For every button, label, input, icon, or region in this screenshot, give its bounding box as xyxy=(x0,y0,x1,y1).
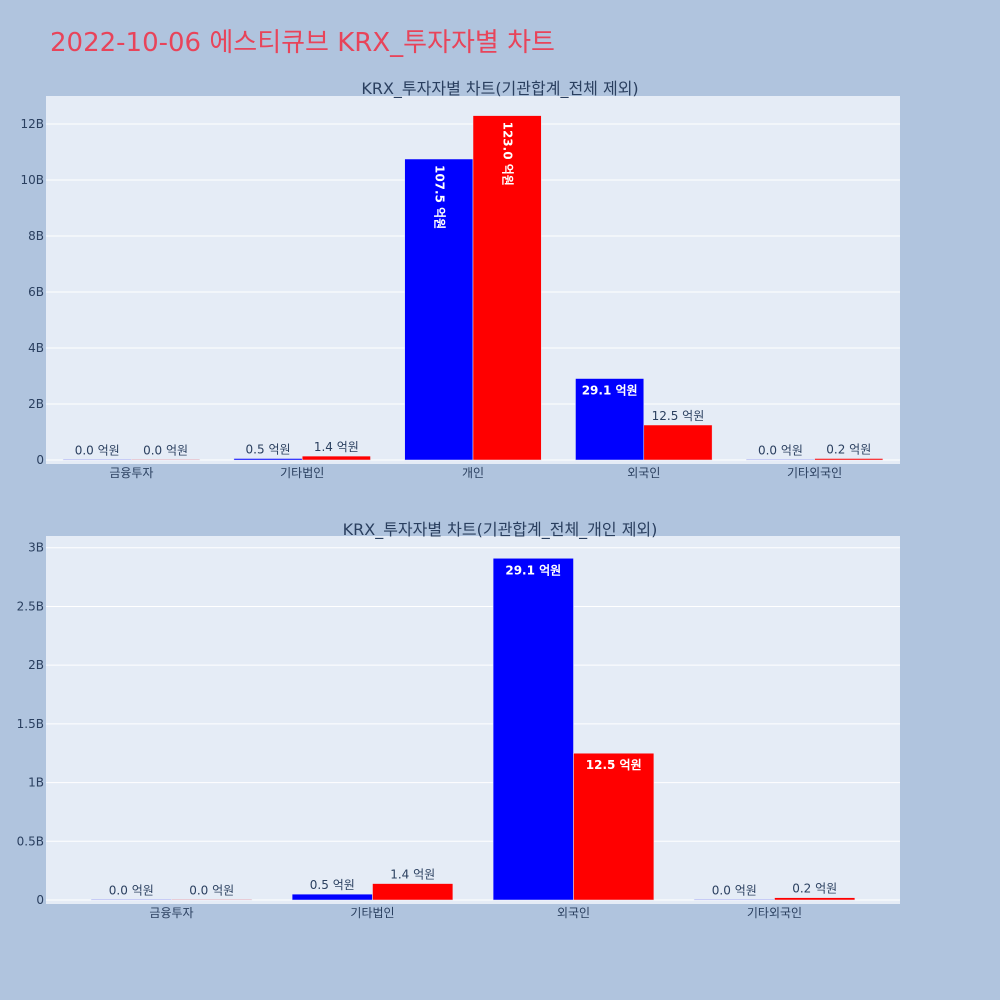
bar xyxy=(472,115,542,461)
y-tick-label: 12B xyxy=(20,117,44,131)
y-tick-label: 6B xyxy=(28,285,44,299)
bar xyxy=(301,455,371,461)
bar xyxy=(90,899,172,901)
data-label: 107.5 억원 xyxy=(432,165,446,229)
chart-1: KRX_투자자별 차트(기관합계_전체 제외) 0 2B 4B 6B 8B 10B 12B 금융… xyxy=(20,79,900,480)
x-tick-label: 금융투자 xyxy=(109,466,153,480)
data-label: 0.0 억원 xyxy=(109,883,154,897)
data-label: 1.4 억원 xyxy=(390,868,435,882)
y-tick-label: 2B xyxy=(28,658,44,672)
bar xyxy=(643,424,713,461)
data-label: 12.5 억원 xyxy=(652,409,705,423)
x-tick-label: 금융투자 xyxy=(149,906,193,920)
data-label: 29.1 억원 xyxy=(582,384,638,398)
data-label: 12.5 억원 xyxy=(586,758,642,772)
x-tick-label: 기타외국인 xyxy=(787,466,842,480)
data-label: 0.2 억원 xyxy=(792,882,837,896)
y-tick-label: 4B xyxy=(28,341,44,355)
data-label: 123.0 억원 xyxy=(501,122,515,186)
y-tick-label: 0 xyxy=(36,453,44,467)
bar xyxy=(746,459,815,461)
data-label: 29.1 억원 xyxy=(505,563,561,577)
page-title: 2022-10-06 에스티큐브 KRX_투자자별 차트 xyxy=(50,28,555,58)
bar xyxy=(131,459,200,461)
y-tick-label: 8B xyxy=(28,229,44,243)
bar xyxy=(62,459,132,461)
data-label: 0.5 억원 xyxy=(246,443,291,457)
chart-title: KRX_투자자별 차트(기관합계_전체_개인 제외) xyxy=(343,520,658,540)
data-label: 1.4 억원 xyxy=(314,440,359,454)
y-tick-label: 1.5B xyxy=(17,717,44,731)
chart-2: KRX_투자자별 차트(기관합계_전체_개인 제외) 0 0.5B 1B 1.5B 2B 2… xyxy=(17,520,900,920)
y-tick-label: 0.5B xyxy=(17,834,44,848)
data-label: 0.2 억원 xyxy=(826,443,871,457)
x-tick-label: 외국인 xyxy=(627,466,660,480)
bar xyxy=(573,752,655,901)
y-tick-label: 0 xyxy=(36,893,44,907)
y-tick-label: 1B xyxy=(28,776,44,790)
bar xyxy=(492,558,574,901)
y-tick-label: 3B xyxy=(28,541,44,555)
y-tick-label: 10B xyxy=(20,173,44,187)
bar xyxy=(404,158,474,461)
data-label: 0.5 억원 xyxy=(310,878,355,892)
bar xyxy=(171,899,253,901)
x-tick-label: 기타법인 xyxy=(280,466,324,480)
x-tick-label: 기타법인 xyxy=(350,906,394,920)
data-label: 0.0 억원 xyxy=(712,883,757,897)
bar xyxy=(774,897,856,901)
chart-title: KRX_투자자별 차트(기관합계_전체 제외) xyxy=(361,79,638,99)
x-tick-label: 기타외국인 xyxy=(747,906,802,920)
bar xyxy=(233,458,303,461)
data-label: 0.0 억원 xyxy=(189,883,234,897)
x-tick-label: 개인 xyxy=(462,466,484,480)
y-tick-label: 2B xyxy=(28,397,44,411)
data-label: 0.0 억원 xyxy=(758,443,803,457)
bar xyxy=(814,458,884,461)
bar xyxy=(372,883,454,901)
x-tick-label: 외국인 xyxy=(557,906,590,920)
plot-area xyxy=(46,536,900,904)
data-label: 0.0 억원 xyxy=(75,443,120,457)
bar xyxy=(291,893,373,901)
y-tick-label: 2.5B xyxy=(17,599,44,613)
bar xyxy=(693,899,775,901)
data-label: 0.0 억원 xyxy=(143,443,188,457)
bar xyxy=(575,378,645,461)
